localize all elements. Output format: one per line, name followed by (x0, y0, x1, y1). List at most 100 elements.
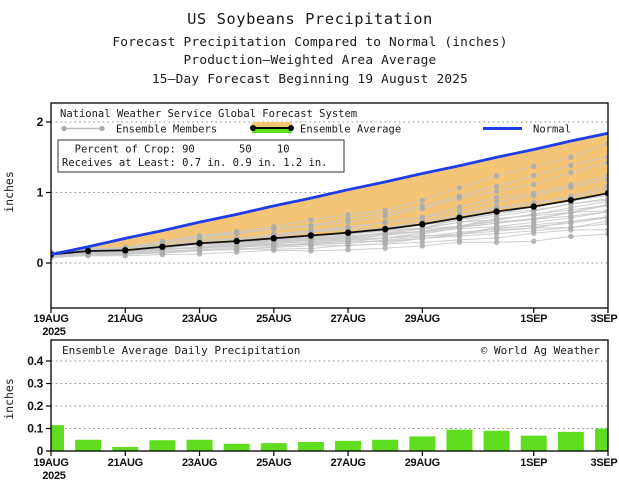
daily-precip-bar (557, 431, 584, 451)
ensemble-member-dot (308, 222, 314, 228)
x-tick-label: 21AUG (108, 313, 143, 325)
y-tick-label: 2 (37, 115, 44, 129)
ensemble-member-dot (493, 199, 500, 205)
top-chart-legend: National Weather Service Global Forecast… (57, 108, 571, 173)
ensemble-member-dot (382, 245, 388, 251)
ensemble-member-dot (493, 235, 500, 241)
legend-average-label: Ensemble Average (300, 124, 401, 136)
ensemble-member-dot (605, 154, 608, 160)
legend-ensemble-members: Ensemble Members (61, 124, 217, 136)
ensemble-members-dot (61, 125, 67, 132)
ensemble-member-dot (493, 230, 500, 237)
x-tick-label: 29AUG (405, 457, 440, 469)
x-tick-label: 1SEP (520, 457, 547, 469)
ensemble-member-dot (605, 159, 608, 166)
ensemble-average-dot (270, 235, 277, 242)
ensemble-member-dot (568, 169, 574, 176)
ensemble-member-dot (419, 197, 426, 204)
ensemble-average-dot (604, 190, 608, 197)
ensemble-member-dot (531, 190, 537, 196)
y-tick-label: 0 (37, 444, 44, 458)
y-tick-label: 0.4 (27, 354, 43, 368)
bottom-chart-data (51, 425, 608, 451)
ensemble-member-dot (382, 219, 388, 226)
daily-precip-bar (260, 443, 287, 451)
x-tick-label: 27AUG (330, 457, 365, 469)
daily-precip-bar (483, 430, 510, 451)
ensemble-member-dot (605, 209, 608, 215)
x-tick-label: 25AUG (256, 457, 291, 469)
ensemble-member-dot (531, 238, 537, 244)
top-chart-data (51, 131, 608, 261)
ensemble-member-dot (382, 231, 388, 238)
ensemble-average-dot (122, 247, 129, 254)
x-tick-label: 25AUG (256, 313, 291, 325)
ensemble-member-dot (456, 208, 463, 215)
ensemble-member-dot (605, 182, 608, 189)
ensemble-member-dot (531, 181, 537, 188)
ensemble-member-line (51, 143, 608, 257)
ensemble-member-dot (493, 239, 500, 245)
ensemble-member-dot (308, 217, 314, 223)
x-tick-label: 29AUG (405, 313, 440, 325)
bottom-chart-title: Ensemble Average Daily Precipitation (62, 344, 300, 357)
ensemble-member-dot (568, 224, 574, 231)
subtitle-2: Production–Weighted Area Average (184, 53, 437, 68)
x-tick-label: 21AUG (108, 457, 143, 469)
x-tick-label: 23AUG (182, 313, 217, 325)
ensemble-member-dot (493, 223, 500, 230)
ensemble-member-dot (456, 223, 463, 229)
ensemble-member-dot (382, 207, 388, 214)
x-tick-label: 3SEP (591, 457, 618, 469)
ensemble-member-dot (568, 162, 574, 169)
daily-precip-bar (75, 439, 102, 451)
daily-precip-bar (409, 436, 436, 451)
x-tick-label: 27AUG (330, 313, 365, 325)
ensemble-member-dot (345, 215, 351, 222)
ensemble-member-dot (531, 173, 537, 179)
ensemble-member-dot (605, 173, 608, 179)
ensemble-average-dot (382, 225, 389, 233)
ensemble-member-dot (531, 211, 537, 218)
page-title: US Soybeans Precipitation (187, 10, 433, 28)
ensemble-member-dot (345, 211, 351, 218)
ensemble-member-dot (456, 193, 463, 199)
ensemble-member-dot (456, 184, 463, 191)
ensemble-member-line (51, 216, 608, 257)
ensemble-member-dot (605, 198, 608, 205)
bottom-chart-gridlines (51, 360, 608, 429)
x-tick-label: 23AUG (182, 457, 217, 469)
ensemble-member-line (51, 233, 608, 258)
legend-source-label: National Weather Service Global Forecast… (60, 108, 357, 120)
ensemble-average-dot (456, 214, 463, 222)
legend-normal: Normal (483, 124, 571, 136)
ensemble-member-dot (493, 216, 500, 223)
ensemble-average-dot (196, 240, 203, 247)
daily-precip-bar (335, 440, 362, 451)
x-tick-label: 19AUG (33, 457, 68, 469)
bottom-chart-frame (50, 339, 609, 452)
ensemble-average-dot (307, 232, 315, 239)
ensemble-average-dot (288, 125, 294, 131)
subtitle-1: Forecast Precipitation Compared to Norma… (112, 35, 507, 50)
ensemble-member-dot (531, 216, 537, 223)
crop-probability-box-border (57, 139, 345, 173)
y-tick-label: 1 (37, 186, 44, 200)
subtitle-3: 15–Day Forecast Beginning 19 August 2025 (152, 72, 468, 87)
top-chart-frame (50, 102, 609, 309)
ensemble-average-dot (84, 247, 92, 255)
ensemble-average-dot (493, 208, 500, 215)
x-tick-year-label: 2025 (42, 470, 65, 482)
legend-members-label: Ensemble Members (116, 124, 217, 136)
x-tick-year-label: 2025 (42, 326, 65, 338)
normal-line (51, 131, 608, 256)
ensemble-members-dot (99, 125, 105, 132)
bottom-y-axis-label: inches (2, 378, 16, 420)
below-normal-fill-sample (252, 128, 292, 133)
x-tick-label: 3SEP (591, 313, 618, 325)
daily-precip-bar (297, 442, 324, 451)
ensemble-member-dot (493, 188, 500, 194)
